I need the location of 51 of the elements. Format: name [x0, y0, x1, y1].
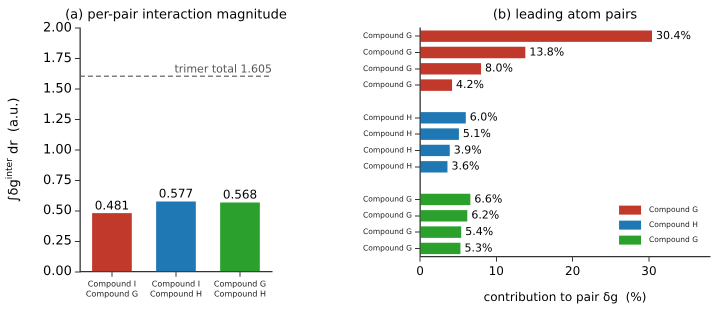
- x-axis-title: contribution to pair δg (%): [484, 290, 646, 304]
- x-tick-label: Compound I Compound H: [150, 280, 202, 298]
- bar: [420, 128, 459, 140]
- data-label: 4.2%: [456, 78, 484, 92]
- data-label: 0.568: [222, 188, 258, 202]
- data-label: 5.4%: [465, 224, 494, 238]
- y-tick-label: 1.00: [42, 142, 72, 158]
- x-tick-label: Compound I Compound G: [86, 280, 138, 298]
- y-tick-label: 0.25: [42, 234, 72, 249]
- bar: [420, 161, 448, 173]
- data-label: 5.1%: [462, 126, 491, 140]
- bar: [156, 201, 196, 272]
- data-label: 13.8%: [529, 45, 564, 58]
- x-tick-label: 30: [641, 264, 657, 278]
- data-label: 0.577: [158, 186, 194, 201]
- data-label: 30.4%: [656, 29, 691, 42]
- data-label: 3.9%: [454, 143, 482, 156]
- data-label: 5.3%: [464, 241, 492, 254]
- y-axis-title: ∫δginter dr (a.u.): [4, 98, 22, 202]
- bar: [420, 226, 462, 238]
- y-tick-label: 0.50: [42, 203, 72, 218]
- bar: [420, 79, 452, 91]
- chart-title: (b) leading atom pairs: [492, 7, 638, 22]
- bar: [420, 242, 460, 254]
- bar: [420, 144, 450, 156]
- x-tick-label: 0: [416, 264, 424, 278]
- data-label: 8.0%: [485, 62, 514, 75]
- y-tick-label: 0.75: [42, 172, 72, 188]
- chart-title: (a) per-pair interaction magnitude: [65, 7, 287, 22]
- y-tick-label: 1.25: [42, 112, 72, 127]
- bar: [420, 194, 470, 206]
- data-label: 6.0%: [470, 110, 498, 124]
- data-label: 0.481: [94, 198, 130, 212]
- y-tick-label: 1.75: [42, 50, 72, 66]
- x-tick-label: 10: [488, 264, 504, 278]
- bar: [220, 202, 260, 272]
- y-tick-label: 2.00: [42, 20, 72, 36]
- y-tick-label: 0.00: [42, 264, 72, 280]
- bar: [420, 46, 526, 58]
- y-tick-label: 1.50: [42, 81, 72, 96]
- x-tick-label: Compound G Compound H: [214, 280, 266, 298]
- data-label: 6.6%: [474, 192, 502, 206]
- data-label: 6.2%: [471, 208, 500, 222]
- ref-line-label: trimer total 1.605: [174, 62, 272, 76]
- x-tick-label: 20: [564, 264, 580, 278]
- bar: [420, 30, 652, 42]
- data-label: 3.6%: [451, 160, 480, 173]
- bar: [420, 210, 468, 222]
- bar: [420, 112, 466, 124]
- bar: [420, 63, 482, 75]
- bar: [92, 213, 132, 272]
